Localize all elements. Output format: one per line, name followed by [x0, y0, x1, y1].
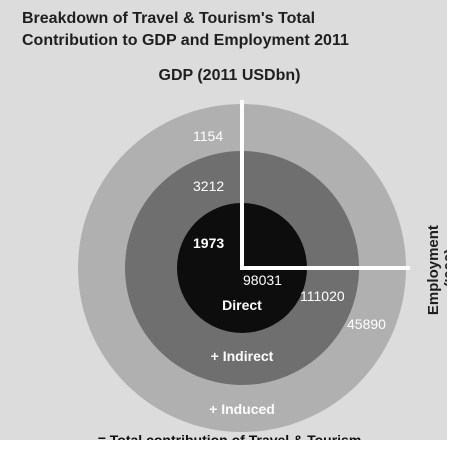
chart-title-line-1: Breakdown of Travel & Tourism's Total [22, 10, 316, 27]
employment-value-induced: 45890 [347, 316, 386, 332]
ring-label-direct: Direct [222, 297, 262, 313]
ring-label-induced: + Induced [209, 401, 275, 417]
gdp-value-indirect: 3212 [193, 178, 224, 194]
gdp-value-direct: 1973 [193, 235, 224, 251]
employment-value-indirect: 111020 [300, 288, 345, 304]
horizontal-divider [240, 266, 410, 270]
gdp-axis-label: GDP (2011 USDbn) [158, 67, 301, 84]
employment-axis-label-line-1: Employment [425, 225, 442, 315]
frame-right [447, 0, 459, 453]
ring-label-indirect: + Indirect [211, 348, 274, 364]
vertical-divider [240, 100, 244, 268]
employment-value-direct: 98031 [243, 272, 282, 288]
chart-title-line-2: Contribution to GDP and Employment 2011 [22, 32, 349, 49]
gdp-value-induced: 1154 [193, 128, 223, 144]
frame-bottom [0, 440, 459, 453]
